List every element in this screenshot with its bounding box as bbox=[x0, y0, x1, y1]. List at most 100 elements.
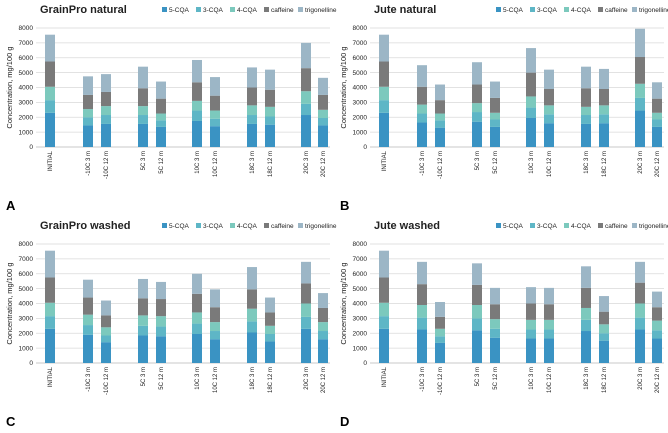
bar-segment bbox=[635, 110, 645, 147]
bar-segment bbox=[301, 261, 311, 284]
panel-label: D bbox=[340, 414, 349, 429]
bar-segment bbox=[435, 127, 445, 147]
bar-segment bbox=[379, 316, 389, 329]
x-tick-label: 20C 3 m bbox=[638, 151, 644, 174]
legend-label: 4-CQA bbox=[571, 223, 592, 230]
x-tick-label: 18C 12 m bbox=[268, 367, 274, 393]
bar-segment bbox=[301, 42, 311, 69]
bar-segment bbox=[599, 333, 609, 341]
bar-segment bbox=[652, 330, 662, 339]
bar-segment bbox=[192, 312, 202, 324]
bar-segment bbox=[544, 329, 554, 339]
y-tick-label: 0 bbox=[363, 360, 367, 367]
bar-segment bbox=[265, 341, 275, 363]
x-tick-label: 18C 12 m bbox=[602, 367, 608, 393]
legend-label: 5-CQA bbox=[503, 223, 524, 230]
bar-segment bbox=[490, 328, 500, 338]
bar-segment bbox=[156, 98, 166, 114]
y-tick-label: 1000 bbox=[353, 345, 368, 352]
bar-segment bbox=[652, 82, 662, 99]
bar-segment bbox=[192, 323, 202, 334]
bar-segment bbox=[156, 81, 166, 99]
bar-segment bbox=[635, 28, 645, 58]
bar-segment bbox=[472, 263, 482, 285]
bar-segment bbox=[156, 113, 166, 121]
bar-segment bbox=[435, 84, 445, 101]
x-tick-label: 20C 12 m bbox=[655, 367, 661, 393]
y-tick-label: 7000 bbox=[19, 40, 34, 47]
x-tick-label: 5C 12 m bbox=[159, 367, 165, 390]
x-tick-label: -10C 3 m bbox=[420, 367, 426, 392]
bar-segment bbox=[472, 304, 482, 319]
bar-segment bbox=[652, 126, 662, 147]
bar-segment bbox=[635, 261, 645, 283]
bar-segment bbox=[417, 113, 427, 123]
y-axis-label: Concentration, mg/100 g bbox=[5, 262, 14, 344]
x-tick-label: 10C 3 m bbox=[195, 367, 201, 390]
bar-segment bbox=[435, 342, 445, 363]
y-tick-label: 0 bbox=[29, 360, 33, 367]
bar-segment bbox=[247, 267, 257, 290]
bar-segment bbox=[45, 112, 55, 147]
bar-segment bbox=[490, 112, 500, 120]
bar-segment bbox=[210, 289, 220, 308]
y-tick-label: 6000 bbox=[353, 271, 368, 278]
y-tick-label: 0 bbox=[29, 144, 33, 151]
bar-segment bbox=[210, 110, 220, 119]
legend-label: 5-CQA bbox=[503, 7, 524, 14]
bar-segment bbox=[544, 123, 554, 147]
bar-segment bbox=[101, 106, 111, 116]
bar-segment bbox=[526, 96, 536, 108]
y-tick-label: 2000 bbox=[19, 330, 34, 337]
x-tick-label: 18C 3 m bbox=[584, 367, 590, 390]
bar-segment bbox=[138, 88, 148, 107]
bar-segment bbox=[472, 84, 482, 104]
y-tick-label: 3000 bbox=[19, 316, 34, 323]
bar-segment bbox=[45, 316, 55, 329]
y-tick-label: 8000 bbox=[19, 25, 34, 32]
bar-segment bbox=[490, 304, 500, 320]
legend-swatch bbox=[564, 223, 569, 228]
bar-segment bbox=[379, 250, 389, 278]
bar-segment bbox=[581, 106, 591, 116]
bar-segment bbox=[101, 74, 111, 92]
bar-segment bbox=[544, 105, 554, 115]
x-tick-label: 5C 12 m bbox=[159, 151, 165, 174]
bar-segment bbox=[435, 120, 445, 128]
bar-segment bbox=[472, 103, 482, 113]
y-tick-label: 4000 bbox=[353, 301, 368, 308]
x-tick-label: 20C 3 m bbox=[304, 367, 310, 390]
chart-panel-c: 0 1000 2000 3000 4000 5000 6000 7000 8000 Concent… bbox=[5, 220, 337, 429]
bar-segment bbox=[318, 77, 328, 95]
x-tick-label: 18C 12 m bbox=[602, 151, 608, 177]
bar-segment bbox=[247, 115, 257, 124]
y-tick-label: 8000 bbox=[19, 241, 34, 248]
panel-title: GrainPro washed bbox=[40, 220, 130, 232]
bar-segment bbox=[83, 297, 93, 315]
bar-segment bbox=[83, 325, 93, 335]
y-tick-label: 2000 bbox=[19, 114, 34, 121]
x-tick-label: 10C 12 m bbox=[547, 151, 553, 177]
bar-segment bbox=[544, 69, 554, 89]
panel-label: A bbox=[6, 198, 16, 213]
legend-swatch bbox=[564, 7, 569, 12]
bar-segment bbox=[247, 289, 257, 309]
y-tick-label: 3000 bbox=[353, 316, 368, 323]
bar-segment bbox=[635, 317, 645, 330]
bar-segment bbox=[318, 307, 328, 323]
bar-segment bbox=[138, 115, 148, 124]
bar-segment bbox=[652, 307, 662, 321]
bar-segment bbox=[156, 126, 166, 147]
x-tick-label: 20C 3 m bbox=[304, 151, 310, 174]
bar-segment bbox=[599, 123, 609, 147]
bar-segment bbox=[526, 319, 536, 330]
bar-segment bbox=[156, 316, 166, 327]
bar-segment bbox=[45, 61, 55, 87]
bar-segment bbox=[101, 327, 111, 336]
bar-segment bbox=[210, 126, 220, 147]
bar-segment bbox=[526, 72, 536, 97]
bar-segment bbox=[138, 106, 148, 116]
bar-segment bbox=[156, 336, 166, 363]
x-tick-label: -10C 3 m bbox=[420, 151, 426, 176]
bar-segment bbox=[265, 89, 275, 107]
